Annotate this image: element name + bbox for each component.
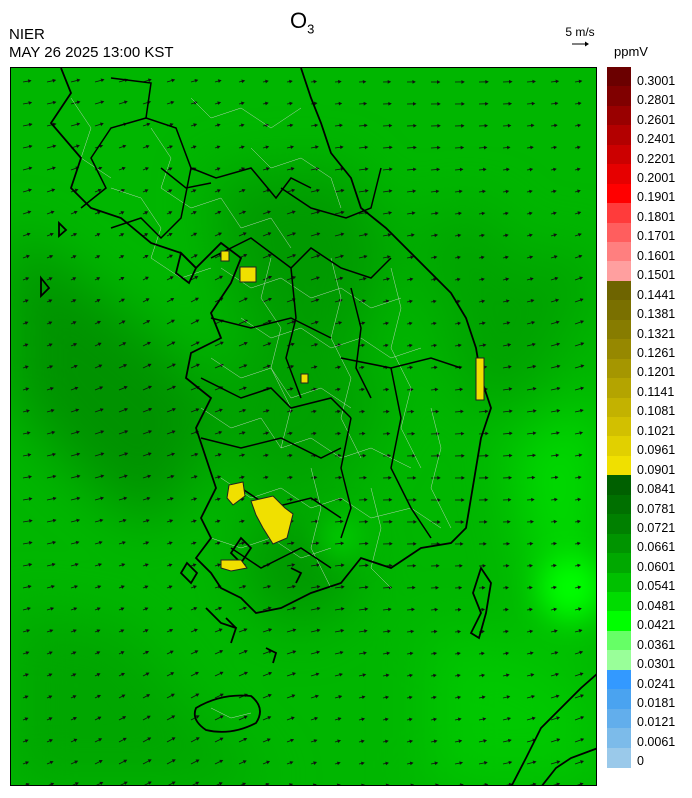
ozone-patch-east <box>475 357 485 401</box>
colorbar-swatch <box>607 417 631 438</box>
ozone-patch-southwest-1 <box>226 481 246 506</box>
colorbar-tick-label: 0.1141 <box>637 384 675 399</box>
colorbar-tick-label: 0.1021 <box>637 423 676 438</box>
colorbar-swatch <box>607 572 631 593</box>
high-ozone-patches <box>220 250 485 572</box>
colorbar-swatch <box>607 708 631 729</box>
colorbar-tick-label: 0.1081 <box>637 404 676 419</box>
colorbar-swatch <box>607 203 631 224</box>
colorbar-tick-label: 0.1501 <box>637 268 676 283</box>
colorbar-tick-label: 0.0541 <box>637 579 676 594</box>
colorbar-tick-label: 0.0601 <box>637 559 676 574</box>
colorbar-tick-label: 0.1801 <box>637 209 676 224</box>
colorbar-swatch <box>607 436 631 457</box>
colorbar-swatch <box>607 261 631 282</box>
wind-reference-arrow-icon <box>572 41 589 47</box>
colorbar-tick-label: 0.0841 <box>637 482 676 497</box>
colorbar-tick-label: 0.1261 <box>637 346 676 361</box>
colorbar-tick-label: 0.0121 <box>637 715 676 730</box>
colorbar-tick-label: 0.0061 <box>637 734 676 749</box>
colorbar-swatch <box>607 222 631 243</box>
colorbar-swatch <box>607 747 631 768</box>
colorbar-tick-label: 0.0961 <box>637 443 676 458</box>
colorbar-swatch <box>607 125 631 146</box>
colorbar-swatch <box>607 67 631 88</box>
ozone-map[interactable] <box>10 67 597 786</box>
colorbar-swatch <box>607 242 631 263</box>
colorbar-swatch <box>607 183 631 204</box>
colorbar-tick-label: 0.0781 <box>637 501 676 516</box>
coastline-korea <box>40 68 596 785</box>
colorbar-swatch <box>607 669 631 690</box>
colorbar-swatch <box>607 728 631 749</box>
colorbar-swatch <box>607 494 631 515</box>
colorbar-tick-label: 0.3001 <box>637 73 676 88</box>
colorbar-swatch <box>607 650 631 671</box>
colorbar-tick-label: 0.1441 <box>637 287 676 302</box>
ozone-patch-west-2 <box>239 266 257 283</box>
wind-reference-label: 5 m/s <box>565 25 595 39</box>
colorbar-tick-label: 0.0421 <box>637 618 676 633</box>
colorbar-tick-label: 0.2601 <box>637 112 676 127</box>
colorbar-swatch <box>607 475 631 496</box>
colorbar-tick-label: 0.0361 <box>637 637 676 652</box>
colorbar-tick-label: 0.0481 <box>637 598 676 613</box>
colorbar-swatch <box>607 319 631 340</box>
title-main: O <box>290 8 308 33</box>
colorbar-tick-label: 0.1701 <box>637 229 676 244</box>
colorbar-swatch <box>607 358 631 379</box>
colorbar-swatch <box>607 105 631 126</box>
colorbar-swatch <box>607 611 631 632</box>
ozone-patch-south <box>220 559 248 572</box>
colorbar-tick-label: 0 <box>637 754 644 769</box>
org-label: NIER <box>9 26 45 43</box>
colorbar-tick-label: 0.1381 <box>637 307 676 322</box>
colorbar-swatch <box>607 144 631 165</box>
colorbar-swatch <box>607 455 631 476</box>
colorbar-swatch <box>607 86 631 107</box>
colorbar-tick-label: 0.1201 <box>637 365 676 380</box>
colorbar-tick-label: 0.0901 <box>637 462 676 477</box>
colorbar-tick-label: 0.2401 <box>637 132 676 147</box>
ozone-patch-west-1 <box>220 250 230 262</box>
colorbar-swatch <box>607 300 631 321</box>
colorbar-tick-label: 0.2001 <box>637 171 676 186</box>
colorbar-tick-label: 0.0181 <box>637 696 676 711</box>
colorbar-swatch <box>607 592 631 613</box>
colorbar-swatch <box>607 514 631 535</box>
colorbar-swatch <box>607 280 631 301</box>
colorbar-tick-label: 0.2801 <box>637 93 676 108</box>
colorbar-swatch <box>607 630 631 651</box>
colorbar <box>607 67 631 768</box>
colorbar-swatch <box>607 164 631 185</box>
colorbar-swatch <box>607 533 631 554</box>
colorbar-labels: 0.3001 0.2801 0.2601 0.2401 0.2201 0.2001 0.19… <box>637 67 692 777</box>
timestamp-label: MAY 26 2025 13:00 KST <box>9 44 174 61</box>
colorbar-swatch <box>607 689 631 710</box>
colorbar-tick-label: 0.0241 <box>637 676 676 691</box>
province-boundaries <box>80 77 462 569</box>
colorbar-swatch <box>607 339 631 360</box>
title-subscript: 3 <box>307 21 315 37</box>
colorbar-swatch <box>607 378 631 399</box>
colorbar-tick-label: 0.2201 <box>637 151 676 166</box>
ozone-patch-southwest-2 <box>250 495 294 545</box>
colorbar-tick-label: 0.1321 <box>637 326 676 341</box>
colorbar-tick-label: 0.1601 <box>637 248 676 263</box>
colorbar-tick-label: 0.0661 <box>637 540 676 555</box>
ozone-patch-central <box>300 373 309 384</box>
colorbar-tick-label: 0.0721 <box>637 521 676 536</box>
colorbar-swatch <box>607 397 631 418</box>
colorbar-unit: ppmV <box>614 44 648 59</box>
map-title: O3 <box>290 8 314 36</box>
colorbar-tick-label: 0.1901 <box>637 190 676 205</box>
colorbar-swatch <box>607 553 631 574</box>
colorbar-tick-label: 0.0301 <box>637 657 676 672</box>
